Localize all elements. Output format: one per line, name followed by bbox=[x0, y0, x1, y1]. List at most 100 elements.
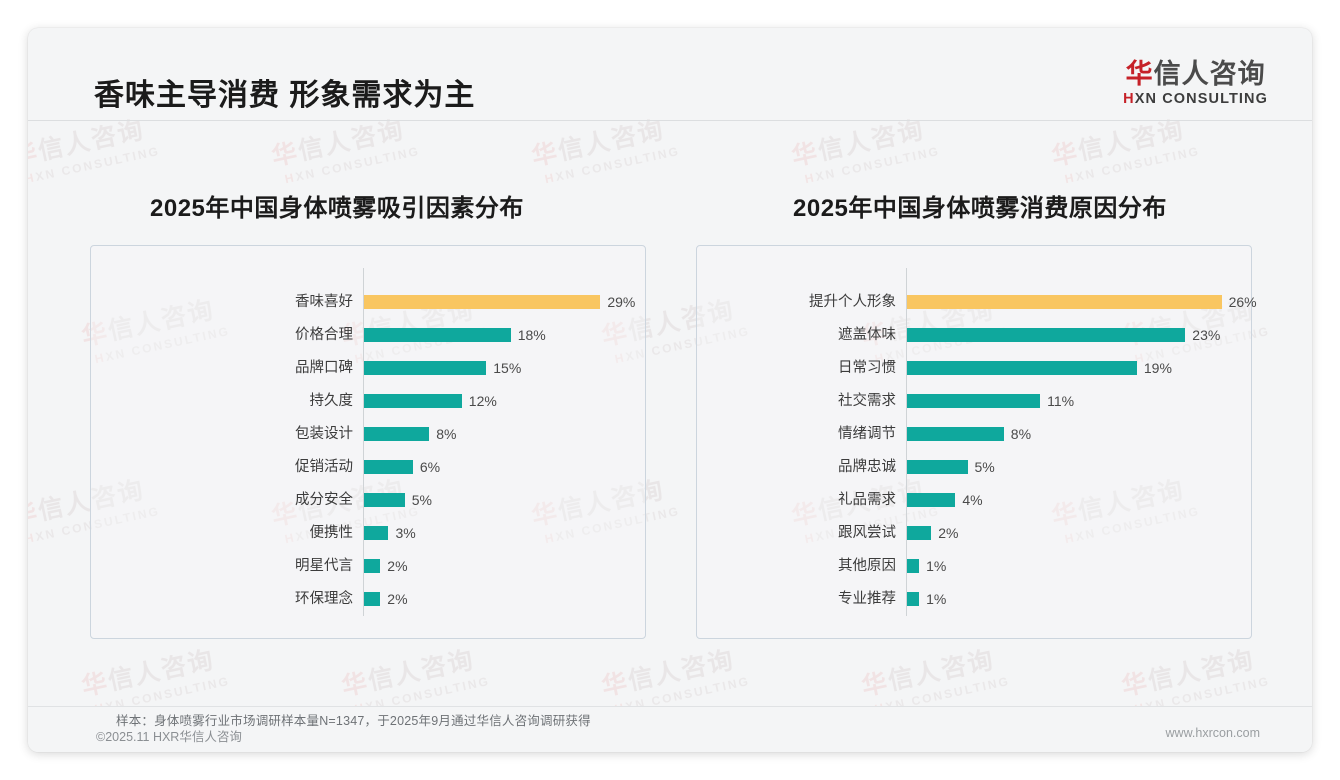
slide-card: 华信人咨询 HXN CONSULTING 华信人咨询 HXN CONSULTING 华信… bbox=[28, 28, 1312, 752]
bar-chart-attraction-factors: 香味喜好 29% 价格合理 18% 品牌口碑 15% 持久度 12% 包装设计 8% 促销活动 6% 成… bbox=[91, 246, 645, 638]
bar-row[interactable]: 价格合理 18% bbox=[91, 322, 645, 348]
bar-row[interactable]: 专业推荐 1% bbox=[697, 586, 1251, 612]
bar[interactable] bbox=[364, 592, 381, 606]
bar-track bbox=[907, 361, 1137, 375]
bar-track bbox=[907, 592, 920, 606]
bar-track bbox=[907, 427, 1004, 441]
bar-row[interactable]: 品牌口碑 15% bbox=[91, 355, 645, 381]
bar-value-label: 8% bbox=[436, 426, 457, 442]
bar-row[interactable]: 其他原因 1% bbox=[697, 553, 1251, 579]
bar-row[interactable]: 遮盖体味 23% bbox=[697, 322, 1251, 348]
bar-value-label: 23% bbox=[1192, 327, 1221, 343]
bar-track bbox=[364, 394, 462, 408]
bar-category-label: 情绪调节 bbox=[838, 426, 896, 442]
company-logo: 华信人咨询 HXN CONSULTING bbox=[1123, 60, 1268, 108]
logo-cn-rest: 信人咨询 bbox=[1153, 59, 1266, 89]
bar-value-label: 12% bbox=[468, 393, 497, 409]
chart-title-left: 2025年中国身体喷雾吸引因素分布 bbox=[150, 195, 524, 222]
bar[interactable] bbox=[907, 526, 932, 540]
bar-track bbox=[364, 592, 381, 606]
bar-value-label: 11% bbox=[1047, 393, 1075, 409]
bar-category-label: 香味喜好 bbox=[295, 294, 353, 310]
bar-category-label: 日常习惯 bbox=[838, 360, 896, 376]
bar[interactable] bbox=[364, 361, 487, 375]
bar-row[interactable]: 促销活动 6% bbox=[91, 454, 645, 480]
bar-row[interactable]: 便携性 3% bbox=[91, 520, 645, 546]
bar-track bbox=[364, 427, 430, 441]
bar-value-label: 15% bbox=[493, 360, 522, 376]
bar-row[interactable]: 成分安全 5% bbox=[91, 487, 645, 513]
bar-row[interactable]: 持久度 12% bbox=[91, 388, 645, 414]
bar-row[interactable]: 香味喜好 29% bbox=[91, 289, 645, 315]
chart-panel-right: 提升个人形象 26% 遮盖体味 23% 日常习惯 19% 社交需求 11% 情绪调节 8% 品牌忠诚… bbox=[696, 245, 1257, 639]
bar-category-label: 环保理念 bbox=[295, 591, 353, 607]
bar-row[interactable]: 品牌忠诚 5% bbox=[697, 454, 1251, 480]
bar-row[interactable]: 明星代言 2% bbox=[91, 553, 645, 579]
bar[interactable] bbox=[364, 559, 381, 573]
bar-track bbox=[907, 328, 1186, 342]
bar-track bbox=[907, 526, 932, 540]
bar-row[interactable]: 情绪调节 8% bbox=[697, 421, 1251, 447]
bar-row[interactable]: 日常习惯 19% bbox=[697, 355, 1251, 381]
bar-category-label: 提升个人形象 bbox=[809, 294, 896, 310]
bar-category-label: 品牌口碑 bbox=[295, 360, 353, 376]
bar-category-label: 专业推荐 bbox=[838, 591, 896, 607]
chart-title-right: 2025年中国身体喷雾消费原因分布 bbox=[793, 195, 1167, 222]
bar[interactable] bbox=[907, 559, 920, 573]
bar[interactable] bbox=[364, 295, 601, 309]
logo-en-rest: XN CONSULTING bbox=[1134, 91, 1268, 108]
bar[interactable] bbox=[364, 493, 405, 507]
bar-row[interactable]: 环保理念 2% bbox=[91, 586, 645, 612]
bar[interactable] bbox=[907, 394, 1041, 408]
bar-value-label: 19% bbox=[1143, 360, 1172, 376]
footer-divider bbox=[28, 706, 1312, 707]
sample-note: 样本：身体喷雾行业市场调研样本量N=1347，于2025年9月通过华信人咨询调研… bbox=[116, 714, 591, 728]
bar-category-label: 持久度 bbox=[309, 393, 354, 409]
bar-row[interactable]: 跟风尝试 2% bbox=[697, 520, 1251, 546]
bar-track bbox=[364, 460, 413, 474]
bar[interactable] bbox=[364, 460, 413, 474]
bar-row[interactable]: 社交需求 11% bbox=[697, 388, 1251, 414]
logo-cn-first-char: 华 bbox=[1125, 59, 1154, 89]
bar-value-label: 4% bbox=[962, 492, 983, 508]
bar[interactable] bbox=[907, 592, 920, 606]
footer-bar bbox=[28, 707, 1312, 752]
bar-value-label: 1% bbox=[926, 591, 947, 607]
page-title: 香味主导消费 形象需求为主 bbox=[94, 79, 476, 112]
bar[interactable] bbox=[907, 427, 1004, 441]
bar-category-label: 遮盖体味 bbox=[838, 327, 896, 343]
bar-row[interactable]: 包装设计 8% bbox=[91, 421, 645, 447]
bar-value-label: 1% bbox=[926, 558, 947, 574]
bar[interactable] bbox=[907, 295, 1222, 309]
bar-track bbox=[364, 526, 389, 540]
bar-value-label: 2% bbox=[387, 591, 408, 607]
logo-english-text: HXN CONSULTING bbox=[1123, 91, 1268, 107]
bar-track bbox=[364, 493, 405, 507]
bar[interactable] bbox=[364, 394, 462, 408]
bar[interactable] bbox=[907, 361, 1137, 375]
header-divider bbox=[28, 120, 1312, 121]
bar[interactable] bbox=[364, 427, 430, 441]
chart-axis-line bbox=[363, 268, 364, 616]
copyright-text: ©2025.11 HXR华信人咨询 bbox=[96, 730, 242, 744]
bar[interactable] bbox=[364, 526, 389, 540]
bar[interactable] bbox=[907, 328, 1186, 342]
bar-category-label: 促销活动 bbox=[295, 459, 353, 475]
bar-value-label: 18% bbox=[517, 327, 546, 343]
logo-chinese-text: 华信人咨询 bbox=[1123, 60, 1268, 88]
bar-row[interactable]: 礼品需求 4% bbox=[697, 487, 1251, 513]
bar[interactable] bbox=[907, 460, 968, 474]
bar-value-label: 5% bbox=[411, 492, 432, 508]
bar-category-label: 成分安全 bbox=[295, 492, 353, 508]
bar-row[interactable]: 提升个人形象 26% bbox=[697, 289, 1257, 315]
bar-track bbox=[907, 493, 956, 507]
website-url[interactable]: www.hxrcon.com bbox=[1165, 726, 1260, 740]
bar[interactable] bbox=[364, 328, 511, 342]
bar-category-label: 价格合理 bbox=[295, 327, 353, 343]
bar-category-label: 品牌忠诚 bbox=[838, 459, 896, 475]
bar-category-label: 便携性 bbox=[309, 525, 354, 541]
bar-value-label: 26% bbox=[1228, 294, 1257, 310]
bar[interactable] bbox=[907, 493, 956, 507]
chart-axis-line bbox=[906, 268, 907, 616]
logo-en-first-char: H bbox=[1123, 91, 1135, 108]
